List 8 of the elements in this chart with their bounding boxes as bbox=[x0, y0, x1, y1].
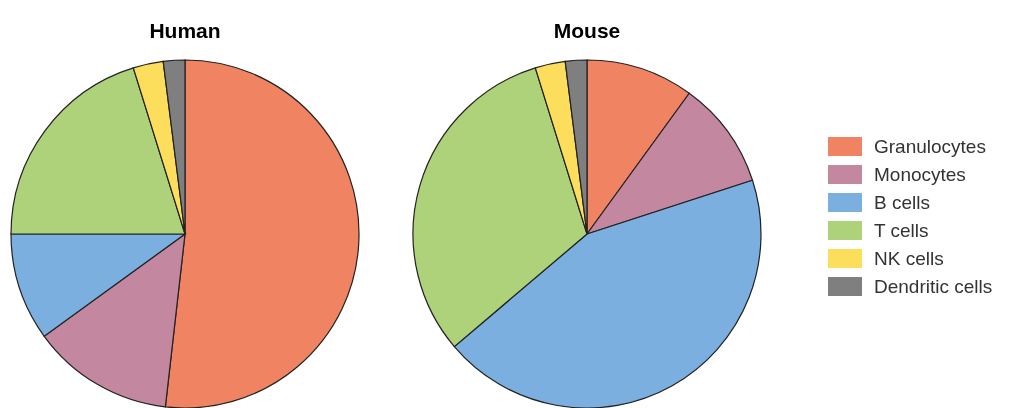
legend-label: NK cells bbox=[874, 248, 944, 269]
legend-label: B cells bbox=[874, 192, 930, 213]
legend-label: Granulocytes bbox=[874, 136, 986, 157]
legend-label: Monocytes bbox=[874, 164, 966, 185]
chart-title: Human bbox=[149, 19, 221, 42]
legend-label: T cells bbox=[874, 220, 929, 241]
legend-label: Dendritic cells bbox=[874, 276, 993, 297]
chart-title: Mouse bbox=[553, 19, 621, 42]
